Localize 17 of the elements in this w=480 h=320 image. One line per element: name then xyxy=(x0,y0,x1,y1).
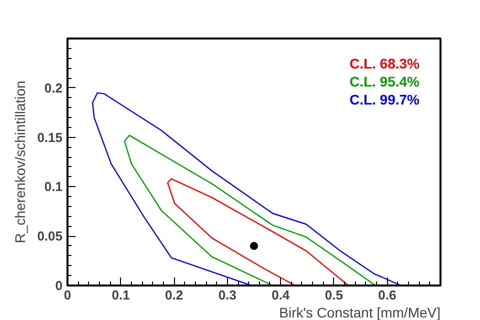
x-tick-label: 0.2 xyxy=(165,288,184,302)
y-tick-label: 0 xyxy=(55,278,63,293)
y-axis-title: R_cherenkov/schintillation xyxy=(12,80,28,244)
y-tick-label: 0.1 xyxy=(44,179,63,194)
y-tick-label: 0.2 xyxy=(44,80,63,96)
x-tick-label: 0.3 xyxy=(218,288,236,302)
line-series xyxy=(124,134,376,286)
x-tick-label: 0.6 xyxy=(378,288,396,302)
y-tick-label: 0.05 xyxy=(37,228,63,244)
y-tick-label: 0.15 xyxy=(37,130,63,145)
text: C.L. 99.7% xyxy=(349,92,420,108)
line-series xyxy=(167,178,349,286)
x-tick-label: 0.4 xyxy=(272,288,290,302)
text: C.L. 95.4% xyxy=(349,74,420,90)
x-tick-label: 0.1 xyxy=(112,288,130,302)
x-tick-label: 0.5 xyxy=(324,288,343,302)
text: C.L. 68.3% xyxy=(349,56,420,72)
